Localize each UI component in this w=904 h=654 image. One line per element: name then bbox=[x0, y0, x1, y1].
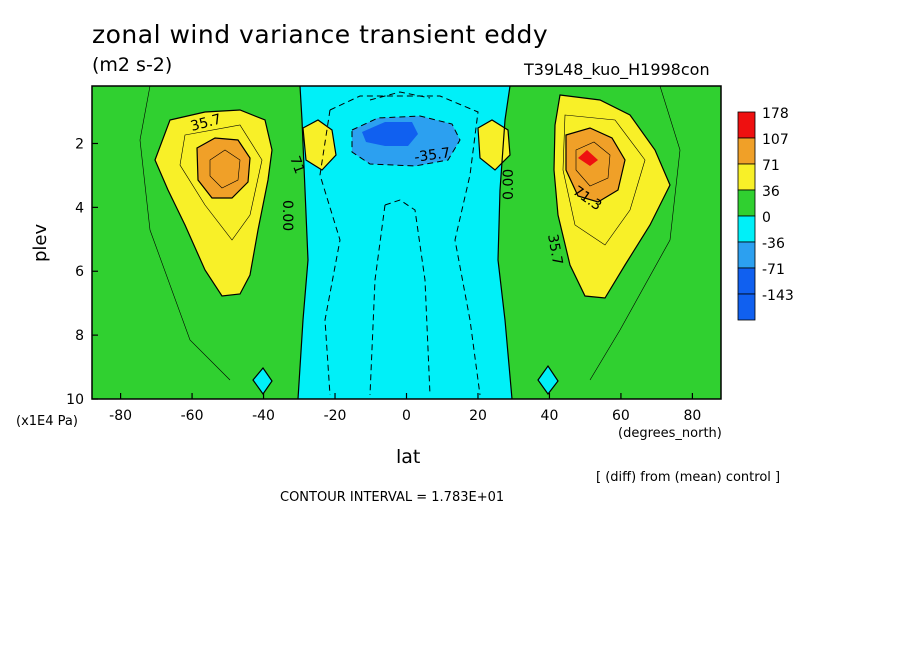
chart-units: (m2 s-2) bbox=[92, 54, 173, 76]
colorbar-swatch bbox=[737, 267, 756, 295]
colorbar-swatch bbox=[737, 163, 756, 191]
x-tick-label: 0 bbox=[402, 408, 411, 424]
diff-note: [ (diff) from (mean) control ] bbox=[596, 470, 781, 485]
x-tick-label: -40 bbox=[252, 408, 275, 424]
colorbar-swatch bbox=[737, 241, 756, 269]
y-axis-label: plev bbox=[30, 223, 51, 262]
y-axis-units: (x1E4 Pa) bbox=[16, 414, 78, 429]
contour-line bbox=[196, 137, 251, 199]
contour-value-label: -35.7 bbox=[413, 145, 451, 166]
fill-orange-sh bbox=[197, 138, 250, 198]
contour-line bbox=[575, 141, 611, 187]
x-axis-units: (degrees_north) bbox=[618, 426, 722, 441]
chart-title: zonal wind variance transient eddy bbox=[92, 20, 549, 49]
y-tick-label: 6 bbox=[75, 264, 84, 280]
colorbar-level-label: 71 bbox=[762, 158, 780, 174]
colorbar-level-label: -143 bbox=[762, 288, 794, 304]
contour-line bbox=[297, 86, 309, 399]
contour-value-label: 0.00 bbox=[279, 200, 295, 231]
colorbar-level-label: 107 bbox=[762, 132, 789, 148]
fill-red-nh bbox=[578, 150, 598, 166]
fill-cyan-equatorial bbox=[298, 86, 512, 399]
colorbar-level-label: 36 bbox=[762, 184, 780, 200]
contour-line bbox=[179, 124, 263, 241]
contour-line bbox=[209, 149, 241, 189]
colorbar-swatch bbox=[737, 189, 756, 217]
colorbar-swatch bbox=[737, 293, 756, 321]
contour-value-label: 35.7 bbox=[544, 233, 565, 266]
x-tick-label: -60 bbox=[181, 408, 204, 424]
contour-line bbox=[329, 95, 481, 396]
contour-line bbox=[553, 94, 671, 299]
colorbar-level-label: -36 bbox=[762, 236, 785, 252]
contour-line bbox=[302, 119, 337, 171]
contour-line bbox=[384, 199, 431, 396]
contour-interval: CONTOUR INTERVAL = 1.783E+01 bbox=[280, 490, 505, 505]
contour-value-label: 71 bbox=[286, 154, 307, 176]
colorbar-level-label: -71 bbox=[762, 262, 785, 278]
contour-line bbox=[537, 364, 559, 396]
colorbar-swatch bbox=[737, 215, 756, 243]
contour-line bbox=[252, 367, 273, 396]
contour-line bbox=[589, 86, 681, 381]
y-tick-label: 4 bbox=[75, 200, 84, 216]
x-axis-label: lat bbox=[396, 446, 421, 468]
x-tick-label: -80 bbox=[109, 408, 132, 424]
colorbar-level-label: 178 bbox=[762, 106, 789, 122]
contour-value-label: 0.00 bbox=[501, 169, 517, 200]
run-id: T39L48_kuo_H1998con bbox=[524, 60, 710, 79]
fill-yellow-blob-sh bbox=[303, 120, 336, 170]
contour-line bbox=[477, 119, 511, 171]
x-tick-label: -20 bbox=[324, 408, 347, 424]
contour-line bbox=[351, 115, 461, 167]
colorbar-level-label: 0 bbox=[762, 210, 771, 226]
contour-line bbox=[565, 127, 626, 203]
contour-value-label: 35.7 bbox=[189, 111, 223, 135]
contour-line bbox=[562, 114, 646, 246]
fill-orange-nh bbox=[566, 128, 625, 202]
contour-line bbox=[497, 86, 513, 399]
y-tick-label: 10 bbox=[66, 392, 84, 408]
fill-darkblue-core bbox=[372, 124, 412, 142]
colorbar: 178 107 71 36 0 -36 -71 -143 bbox=[737, 106, 794, 321]
contour-line bbox=[369, 91, 431, 101]
x-tick-label: 20 bbox=[469, 408, 487, 424]
x-tick-label: 40 bbox=[541, 408, 559, 424]
contour-line bbox=[154, 109, 273, 297]
colorbar-swatch bbox=[737, 137, 756, 165]
contour-line bbox=[319, 109, 341, 396]
x-tick-label: 60 bbox=[612, 408, 630, 424]
y-tick-label: 2 bbox=[75, 136, 84, 152]
contour-line bbox=[139, 86, 231, 381]
y-tick-label: 8 bbox=[75, 328, 84, 344]
x-tick-label: 80 bbox=[683, 408, 701, 424]
contour-line bbox=[369, 204, 386, 396]
colorbar-swatch bbox=[737, 111, 756, 139]
